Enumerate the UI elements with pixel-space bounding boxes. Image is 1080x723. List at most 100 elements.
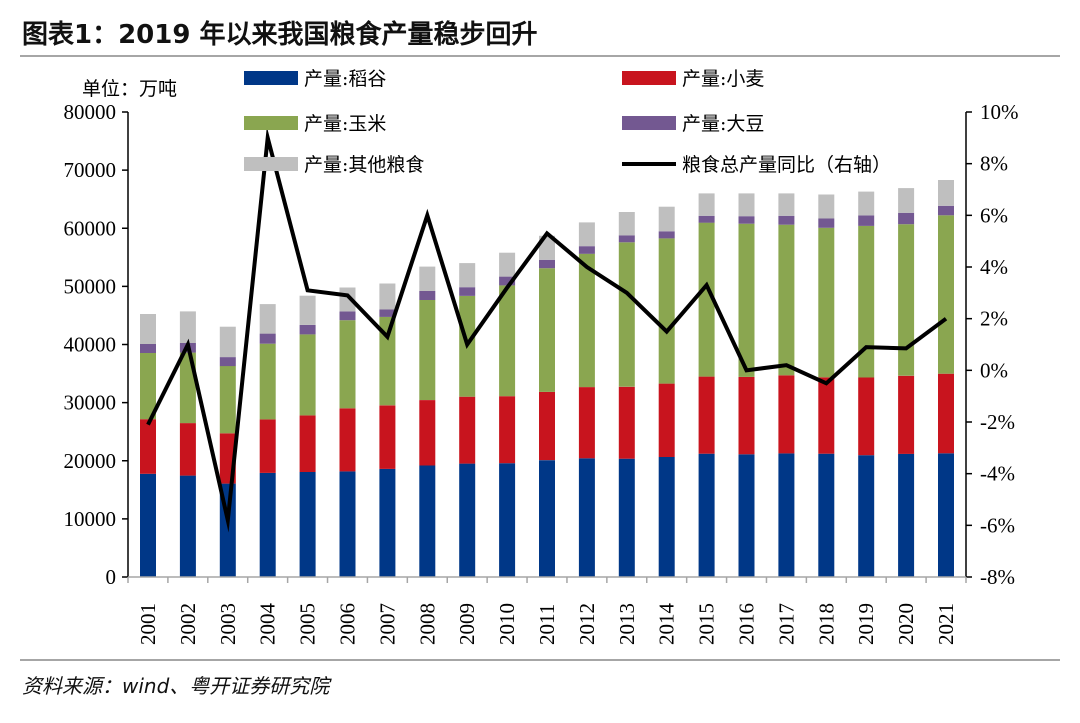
- bar-segment-2021: [938, 180, 954, 206]
- right-axis-tick-label: 4%: [980, 255, 1008, 279]
- bar-segment-2004: [259, 304, 276, 334]
- legend-swatch-2: [244, 116, 298, 130]
- bar-segment-2010: [499, 276, 516, 286]
- right-axis-tick-label: 0%: [980, 358, 1008, 382]
- left-axis-tick-label: 30000: [64, 391, 117, 415]
- bar-segment-2010: [499, 252, 516, 277]
- bar-segment-2007: [379, 405, 396, 469]
- bar-segment-2019: [858, 215, 875, 226]
- right-axis-tick-label: 2%: [980, 307, 1008, 331]
- bar-segment-2004: [259, 419, 276, 473]
- bar-segment-2015: [698, 222, 715, 377]
- left-axis-tick-label: 80000: [64, 100, 117, 124]
- x-axis-tick-label: 2013: [615, 603, 639, 645]
- x-axis-tick-label: 2008: [415, 603, 439, 645]
- legend-label-0: 产量:稻谷: [304, 68, 386, 90]
- bar-segment-2011: [539, 391, 555, 461]
- chart-title: 图表1：2019 年以来我国粮食产量稳步回升: [22, 20, 538, 50]
- x-axis-tick-label: 2010: [495, 603, 519, 645]
- right-axis-tick-label: 6%: [980, 203, 1008, 227]
- bar-segment-2019: [858, 377, 875, 456]
- bar-segment-2006: [339, 471, 356, 577]
- right-axis-tick-label: -4%: [980, 462, 1015, 486]
- bar-segment-2019: [858, 191, 875, 216]
- bar-segment-2018: [818, 227, 835, 378]
- bar-segment-2015: [698, 215, 715, 223]
- x-axis-tick-label: 2007: [375, 603, 399, 645]
- legend-swatch-4: [244, 157, 298, 171]
- bar-segment-2003: [219, 357, 236, 367]
- bar-segment-2003: [219, 326, 236, 358]
- bar-segment-2018: [818, 377, 835, 454]
- x-axis-tick-label: 2017: [774, 603, 798, 645]
- bar-segment-2014: [658, 238, 675, 384]
- bar-segment-2007: [379, 283, 396, 310]
- left-axis-tick-label: 50000: [64, 274, 117, 298]
- bar-segment-2001: [140, 419, 156, 474]
- left-axis-tick-label: 60000: [64, 216, 117, 240]
- bar-segment-2001: [140, 352, 156, 420]
- bar-segment-2006: [339, 320, 356, 409]
- bar-segment-2013: [618, 235, 635, 243]
- legend-swatch-0: [244, 71, 298, 85]
- bar-segment-2011: [539, 268, 555, 392]
- bar-segment-2014: [658, 206, 675, 232]
- x-axis-tick-label: 2005: [296, 603, 320, 645]
- bar-segment-2020: [898, 212, 915, 225]
- bar-segment-2016: [738, 193, 755, 217]
- right-axis-tick-label: 8%: [980, 152, 1008, 176]
- x-axis-tick-label: 2003: [216, 603, 240, 645]
- x-axis-tick-label: 2019: [854, 603, 878, 645]
- x-axis-tick-label: 2001: [136, 603, 160, 645]
- bar-segment-2012: [578, 458, 595, 577]
- legend-label-5: 粮食总产量同比（右轴）: [682, 154, 891, 176]
- bar-segment-2002: [179, 423, 196, 476]
- bar-segment-2013: [618, 242, 635, 387]
- bar-segment-2013: [618, 212, 635, 236]
- bar-segment-2012: [578, 253, 595, 388]
- x-axis-tick-label: 2021: [934, 603, 958, 645]
- bar-segment-2007: [379, 316, 396, 406]
- bar-segment-2016: [738, 376, 755, 455]
- bar-segment-2020: [898, 453, 915, 577]
- bar-segment-2011: [539, 259, 555, 269]
- bar-segment-2005: [299, 295, 316, 325]
- bar-segment-2016: [738, 216, 755, 224]
- bar-segment-2008: [419, 400, 436, 466]
- legend-label-1: 产量:小麦: [682, 68, 764, 90]
- bar-segment-2015: [698, 193, 715, 216]
- bar-segment-2001: [140, 314, 156, 344]
- left-axis-tick-label: 10000: [64, 507, 117, 531]
- bar-segment-2011: [539, 460, 555, 577]
- bar-segment-2005: [299, 472, 316, 577]
- bar-segment-2005: [299, 334, 316, 416]
- bar-segment-2003: [219, 366, 236, 434]
- right-axis-tick-label: 10%: [980, 100, 1019, 124]
- axes-layer: 0 10000 20000 30000 40000 50000 60000 70000 8000…: [64, 100, 1019, 645]
- bars-layer: [140, 180, 954, 577]
- bar-segment-2021: [938, 373, 954, 454]
- bar-segment-2009: [459, 396, 476, 464]
- legend-swatch-1: [622, 71, 676, 85]
- bar-segment-2019: [858, 225, 875, 378]
- left-axis-tick-label: 70000: [64, 158, 117, 182]
- bar-segment-2009: [459, 263, 476, 288]
- x-axis-tick-label: 2004: [256, 603, 280, 646]
- bar-segment-2021: [938, 453, 954, 577]
- bar-segment-2012: [578, 246, 595, 254]
- line-layer: [146, 126, 948, 533]
- left-axis-tick-label: 0: [106, 565, 117, 589]
- x-axis-tick-label: 2012: [575, 603, 599, 645]
- legend-swatch-3: [622, 116, 676, 130]
- bar-segment-2012: [578, 222, 595, 247]
- bar-segment-2008: [419, 300, 436, 400]
- bar-segment-2009: [459, 287, 476, 296]
- right-axis-tick-label: -2%: [980, 410, 1015, 434]
- bar-segment-2016: [738, 223, 755, 377]
- bar-segment-2021: [938, 215, 954, 374]
- x-axis-tick-label: 2016: [735, 603, 759, 645]
- bar-segment-2014: [658, 231, 675, 239]
- legend-label-4: 产量:其他粮食: [304, 154, 424, 176]
